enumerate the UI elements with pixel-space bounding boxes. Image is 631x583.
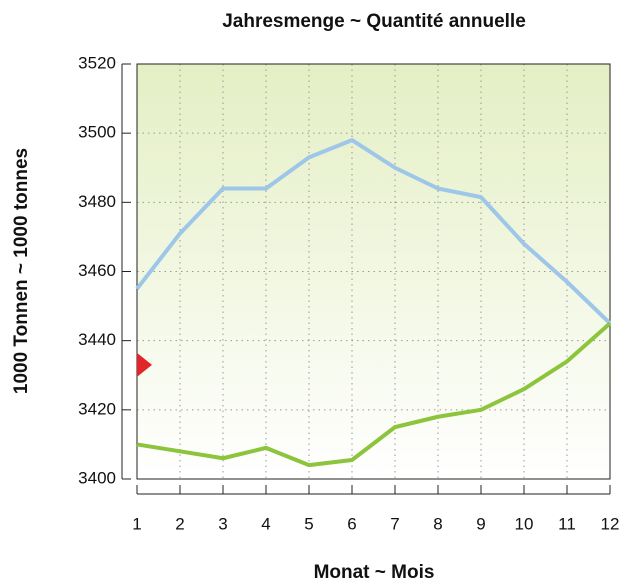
x-axis-label: Monat ~ Mois [314,562,435,583]
x-tick-label: 11 [558,514,576,533]
x-tick-label: 10 [515,514,534,533]
y-axis-label: 1000 Tonnen ~ 1000 tonnes [11,148,32,394]
x-tick-label: 7 [390,514,399,533]
y-tick-label: 3460 [78,261,116,280]
x-tick-label: 6 [347,514,356,533]
x-tick-label: 8 [433,514,442,533]
x-tick-label: 9 [476,514,485,533]
chart-title: Jahresmenge ~ Quantité annuelle [222,11,526,32]
y-tick-label: 3400 [78,468,116,487]
x-tick-label: 2 [175,514,184,533]
marker [137,352,152,377]
plot-border [136,63,611,480]
x-tick-label: 3 [218,514,227,533]
y-tick-label: 3480 [78,192,116,211]
y-tick-label: 3520 [78,53,116,72]
x-tick-label: 12 [601,514,620,533]
x-tick-label: 4 [261,514,270,533]
series-line [136,321,612,468]
x-tick-label: 5 [304,514,313,533]
y-tick-label: 3420 [78,399,116,418]
x-tick-label: 1 [132,514,141,533]
y-tick-label: 3500 [78,123,116,142]
series-line [135,138,612,325]
y-tick-label: 3440 [78,330,116,349]
